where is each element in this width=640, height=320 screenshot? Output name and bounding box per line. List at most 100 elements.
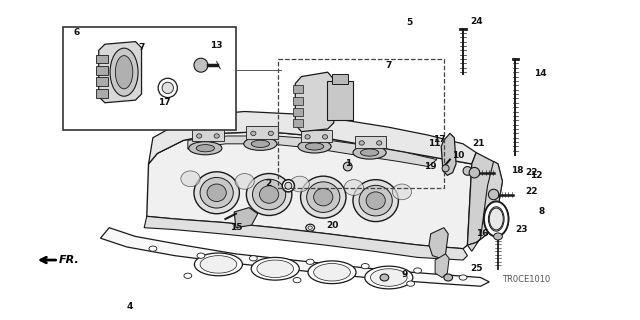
Ellipse shape	[392, 184, 412, 200]
Ellipse shape	[282, 180, 294, 192]
Bar	[292, 108, 303, 116]
Ellipse shape	[298, 140, 331, 153]
Text: 23: 23	[515, 225, 528, 234]
Text: 9: 9	[401, 270, 408, 279]
Ellipse shape	[197, 253, 205, 258]
Text: 12: 12	[530, 171, 543, 180]
Bar	[332, 74, 348, 84]
Ellipse shape	[305, 143, 324, 150]
Ellipse shape	[323, 135, 328, 139]
Ellipse shape	[344, 180, 364, 196]
Ellipse shape	[149, 246, 157, 251]
Text: 7: 7	[138, 43, 145, 52]
Bar	[96, 77, 108, 86]
Text: 17: 17	[433, 135, 446, 144]
Text: 22: 22	[525, 168, 538, 177]
Text: 20: 20	[326, 221, 338, 230]
Text: 25: 25	[470, 264, 483, 273]
Polygon shape	[100, 228, 489, 286]
Ellipse shape	[115, 56, 133, 89]
Ellipse shape	[406, 281, 415, 286]
Ellipse shape	[158, 78, 177, 98]
Bar	[292, 97, 303, 105]
Ellipse shape	[463, 166, 472, 175]
Ellipse shape	[246, 173, 292, 215]
Ellipse shape	[493, 233, 502, 240]
Text: 7: 7	[386, 61, 392, 70]
Ellipse shape	[235, 173, 254, 189]
Ellipse shape	[196, 145, 214, 152]
Ellipse shape	[196, 134, 202, 138]
Ellipse shape	[365, 266, 413, 289]
Text: 17: 17	[158, 98, 171, 107]
Ellipse shape	[181, 171, 200, 187]
Bar	[278, 59, 444, 188]
Bar	[355, 136, 386, 148]
Ellipse shape	[301, 176, 346, 218]
Ellipse shape	[305, 135, 310, 139]
Ellipse shape	[200, 256, 237, 273]
Bar	[192, 129, 223, 141]
Ellipse shape	[353, 146, 386, 159]
Ellipse shape	[110, 48, 138, 96]
Ellipse shape	[360, 149, 379, 156]
Ellipse shape	[489, 208, 503, 230]
Ellipse shape	[251, 131, 256, 136]
Bar	[292, 85, 303, 93]
Bar	[63, 27, 236, 130]
Text: 8: 8	[539, 207, 545, 216]
Polygon shape	[188, 136, 437, 166]
Polygon shape	[234, 208, 258, 228]
Bar	[96, 89, 108, 98]
Ellipse shape	[314, 264, 350, 281]
Text: 10: 10	[452, 151, 464, 160]
Text: FR.: FR.	[58, 255, 79, 265]
Ellipse shape	[214, 134, 220, 138]
Ellipse shape	[314, 188, 333, 206]
Ellipse shape	[469, 167, 479, 178]
Ellipse shape	[162, 82, 173, 93]
Ellipse shape	[293, 277, 301, 283]
Text: 21: 21	[472, 139, 485, 148]
Ellipse shape	[413, 268, 422, 273]
Text: 19: 19	[424, 162, 436, 171]
Polygon shape	[99, 42, 141, 103]
Ellipse shape	[195, 253, 243, 276]
Ellipse shape	[307, 182, 340, 212]
Ellipse shape	[444, 274, 452, 281]
Polygon shape	[295, 72, 333, 132]
Ellipse shape	[259, 186, 278, 203]
Ellipse shape	[252, 140, 269, 148]
Bar	[327, 81, 353, 120]
Ellipse shape	[344, 162, 352, 171]
Polygon shape	[441, 133, 456, 175]
Text: 16: 16	[476, 229, 488, 238]
Ellipse shape	[285, 182, 292, 189]
Polygon shape	[429, 228, 448, 258]
Polygon shape	[144, 216, 467, 260]
Ellipse shape	[488, 189, 499, 200]
Ellipse shape	[488, 207, 504, 231]
Ellipse shape	[306, 259, 314, 264]
Ellipse shape	[459, 275, 467, 280]
Ellipse shape	[359, 141, 364, 145]
Polygon shape	[148, 111, 476, 164]
Bar	[301, 130, 332, 142]
Ellipse shape	[184, 273, 192, 278]
Ellipse shape	[189, 142, 222, 155]
Bar	[292, 119, 303, 127]
Ellipse shape	[371, 269, 407, 286]
Ellipse shape	[380, 274, 388, 281]
Text: 15: 15	[230, 223, 242, 232]
Ellipse shape	[257, 260, 294, 277]
Ellipse shape	[251, 257, 300, 280]
Polygon shape	[435, 254, 449, 277]
Ellipse shape	[207, 184, 227, 202]
Ellipse shape	[376, 141, 382, 145]
Ellipse shape	[194, 58, 208, 72]
Text: 2: 2	[265, 179, 271, 188]
Bar	[246, 126, 278, 139]
Polygon shape	[147, 132, 472, 249]
Ellipse shape	[194, 172, 239, 214]
Ellipse shape	[442, 165, 449, 172]
